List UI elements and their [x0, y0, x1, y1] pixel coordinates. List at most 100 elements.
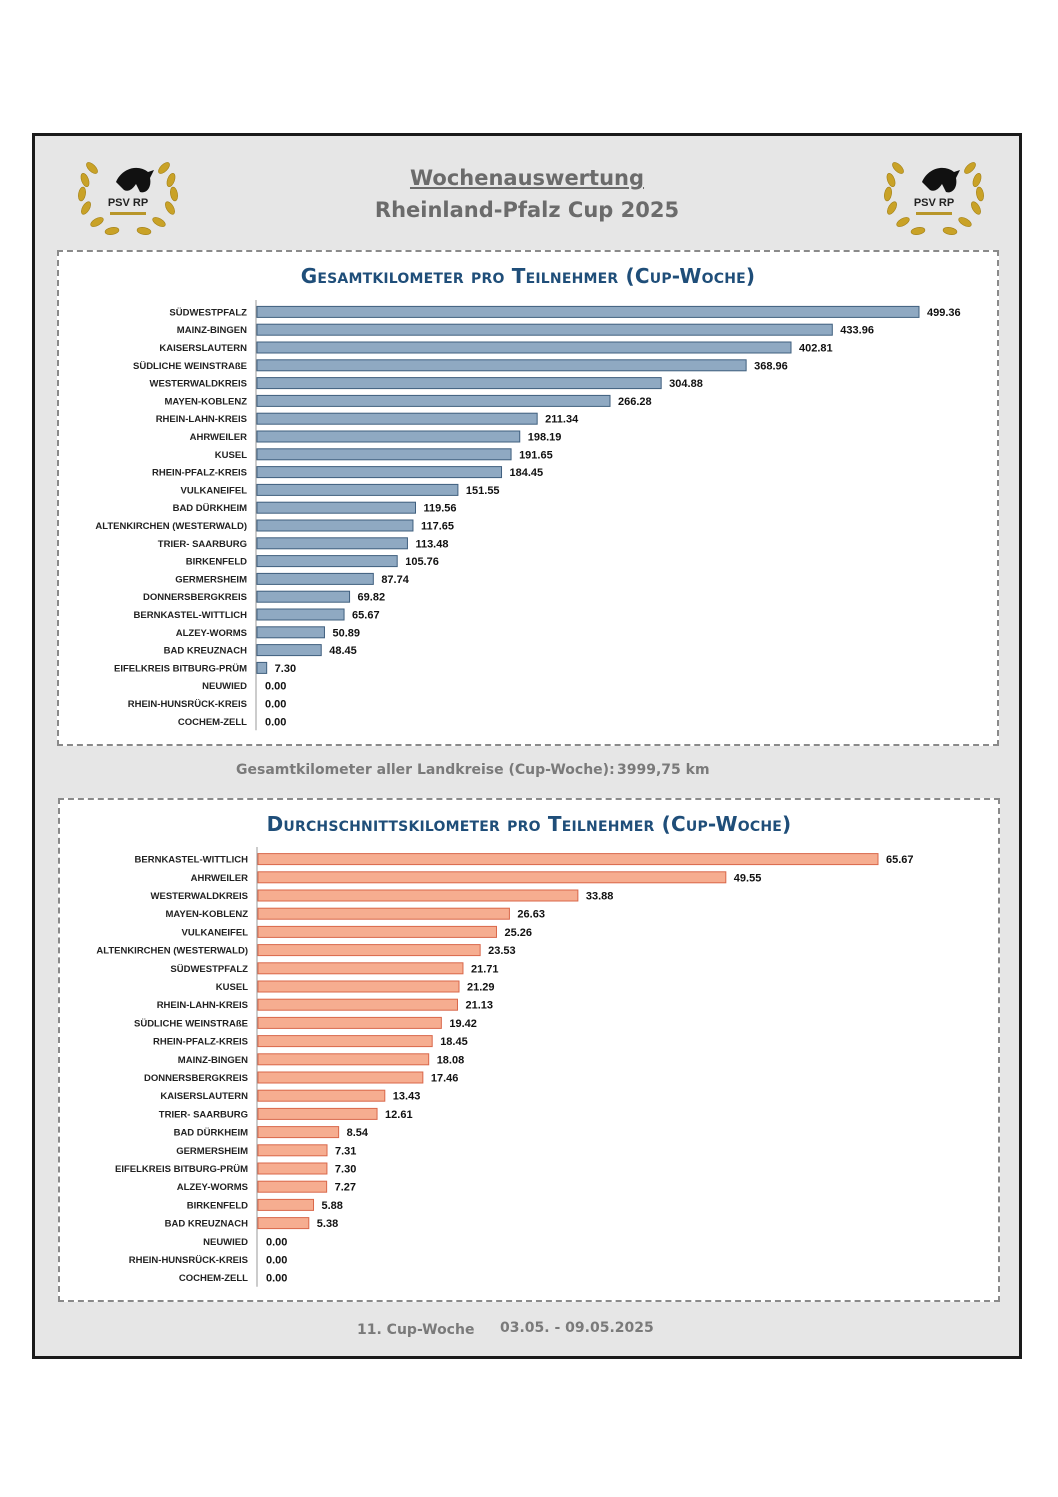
value-label: 7.30 [335, 1164, 356, 1176]
bar [256, 466, 503, 479]
category-label: MAINZ-BINGEN [177, 325, 247, 336]
bar [257, 1217, 310, 1230]
value-label: 18.08 [437, 1054, 465, 1066]
category-label: TRIER- SAARBURG [158, 539, 247, 550]
category-label: SÜDLICHE WEINSTRAßE [133, 361, 247, 372]
value-label: 0.00 [266, 1255, 287, 1267]
bar [257, 1035, 433, 1048]
bar [256, 501, 417, 514]
category-label: RHEIN-LAHN-KREIS [157, 1000, 248, 1011]
chart-title-total: Gesamtkilometer pro Teilnehmer (Cup-Woch… [300, 264, 756, 288]
value-label: 18.45 [440, 1036, 468, 1048]
value-label: 0.00 [265, 716, 286, 728]
logo-text: PSV RP [108, 197, 148, 209]
logo-text: PSV RP [914, 197, 954, 209]
category-label: BAD DÜRKHEIM [174, 1128, 249, 1139]
total-value: 3999,75 km [617, 762, 710, 778]
value-label: 7.31 [335, 1145, 356, 1157]
value-label: 0.00 [266, 1236, 287, 1248]
category-label: GERMERSHEIM [176, 1146, 248, 1157]
value-label: 304.88 [669, 378, 703, 390]
value-label: 5.88 [322, 1200, 343, 1212]
value-label: 266.28 [618, 396, 652, 408]
page-title: Wochenauswertung [409, 166, 645, 190]
bar [256, 483, 459, 496]
bar [256, 448, 512, 461]
bar [256, 377, 662, 390]
value-label: 19.42 [449, 1018, 477, 1030]
bar [257, 889, 579, 902]
value-label: 23.53 [488, 945, 516, 957]
category-label: RHEIN-HUNSRÜCK-KREIS [129, 1255, 248, 1266]
value-label: 368.96 [754, 360, 788, 372]
category-label: DONNERSBERGKREIS [143, 592, 247, 603]
value-label: 13.43 [393, 1091, 421, 1103]
value-label: 87.74 [381, 574, 409, 586]
category-label: RHEIN-HUNSRÜCK-KREIS [128, 699, 247, 710]
bar [257, 980, 460, 993]
bar-chart-average-svg: BERNKASTEL-WITTLICH 65.67 AHRWEILER 49.55 WE… [96, 847, 914, 1287]
bar [257, 998, 458, 1011]
value-label: 17.46 [431, 1073, 459, 1085]
value-label: 25.26 [504, 927, 532, 939]
category-label: ALZEY-WORMS [176, 628, 247, 639]
value-label: 0.00 [266, 1273, 287, 1285]
bar [256, 590, 351, 603]
bar [256, 555, 398, 568]
value-label: 7.27 [335, 1182, 356, 1194]
value-label: 69.82 [358, 592, 386, 604]
report-frame: PSV RP PSV RP Wochenaus [32, 133, 1022, 1359]
category-label: ALTENKIRCHEN (WESTERWALD) [95, 521, 247, 532]
value-label: 117.65 [421, 521, 454, 533]
bar [257, 1071, 424, 1084]
value-label: 433.96 [840, 325, 874, 337]
value-label: 211.34 [545, 414, 579, 426]
value-label: 184.45 [510, 467, 544, 479]
bar [257, 1198, 315, 1211]
category-label: NEUWIED [203, 1237, 248, 1248]
category-label: WESTERWALDKREIS [150, 379, 247, 390]
category-label: BAD KREUZNACH [164, 646, 248, 657]
bar [257, 962, 464, 975]
value-label: 26.63 [517, 909, 545, 921]
bar [256, 626, 325, 639]
laurel-horse-icon: PSV RP [78, 162, 178, 235]
bar [257, 1107, 378, 1120]
value-label: 5.38 [317, 1218, 338, 1230]
category-label: AHRWEILER [191, 873, 248, 884]
week-label: 11. Cup-Woche [357, 1322, 475, 1338]
value-label: 113.48 [415, 538, 448, 550]
category-label: DONNERSBERGKREIS [144, 1073, 248, 1084]
category-label: MAYEN-KOBLENZ [164, 396, 247, 407]
category-label: SÜDWESTPFALZ [170, 964, 248, 975]
category-label: TRIER- SAARBURG [159, 1109, 248, 1120]
value-label: 191.65 [519, 449, 553, 461]
chart-panel-total: Gesamtkilometer pro Teilnehmer (Cup-Woch… [57, 250, 999, 746]
bar [256, 644, 322, 657]
value-label: 65.67 [352, 610, 380, 622]
value-label: 48.45 [329, 645, 357, 657]
category-label: WESTERWALDKREIS [151, 891, 248, 902]
bar [256, 661, 268, 674]
category-label: COCHEM-ZELL [178, 717, 247, 728]
category-label: KUSEL [215, 450, 247, 461]
category-label: SÜDLICHE WEINSTRAßE [134, 1018, 248, 1029]
chart-title-average: Durchschnittskilometer pro Teilnehmer (C… [266, 812, 792, 836]
category-label: ALTENKIRCHEN (WESTERWALD) [96, 946, 248, 957]
bar [257, 907, 510, 920]
bar [256, 430, 521, 443]
category-label: AHRWEILER [190, 432, 247, 443]
value-label: 151.55 [466, 485, 500, 497]
value-label: 0.00 [265, 699, 286, 711]
laurel-horse-icon: PSV RP [884, 162, 984, 235]
category-label: RHEIN-PFALZ-KREIS [152, 468, 247, 479]
value-label: 12.61 [385, 1109, 413, 1121]
bar-chart-total-svg: SÜDWESTPFALZ 499.36 MAINZ-BINGEN 433.96 KAIS… [95, 300, 961, 731]
category-label: BERNKASTEL-WITTLICH [135, 855, 249, 866]
category-label: EIFELKREIS BITBURG-PRÜM [115, 1164, 248, 1175]
bar [256, 537, 408, 550]
value-label: 65.67 [886, 854, 914, 866]
value-label: 49.55 [734, 872, 762, 884]
value-label: 402.81 [799, 343, 833, 355]
category-label: ALZEY-WORMS [177, 1182, 248, 1193]
